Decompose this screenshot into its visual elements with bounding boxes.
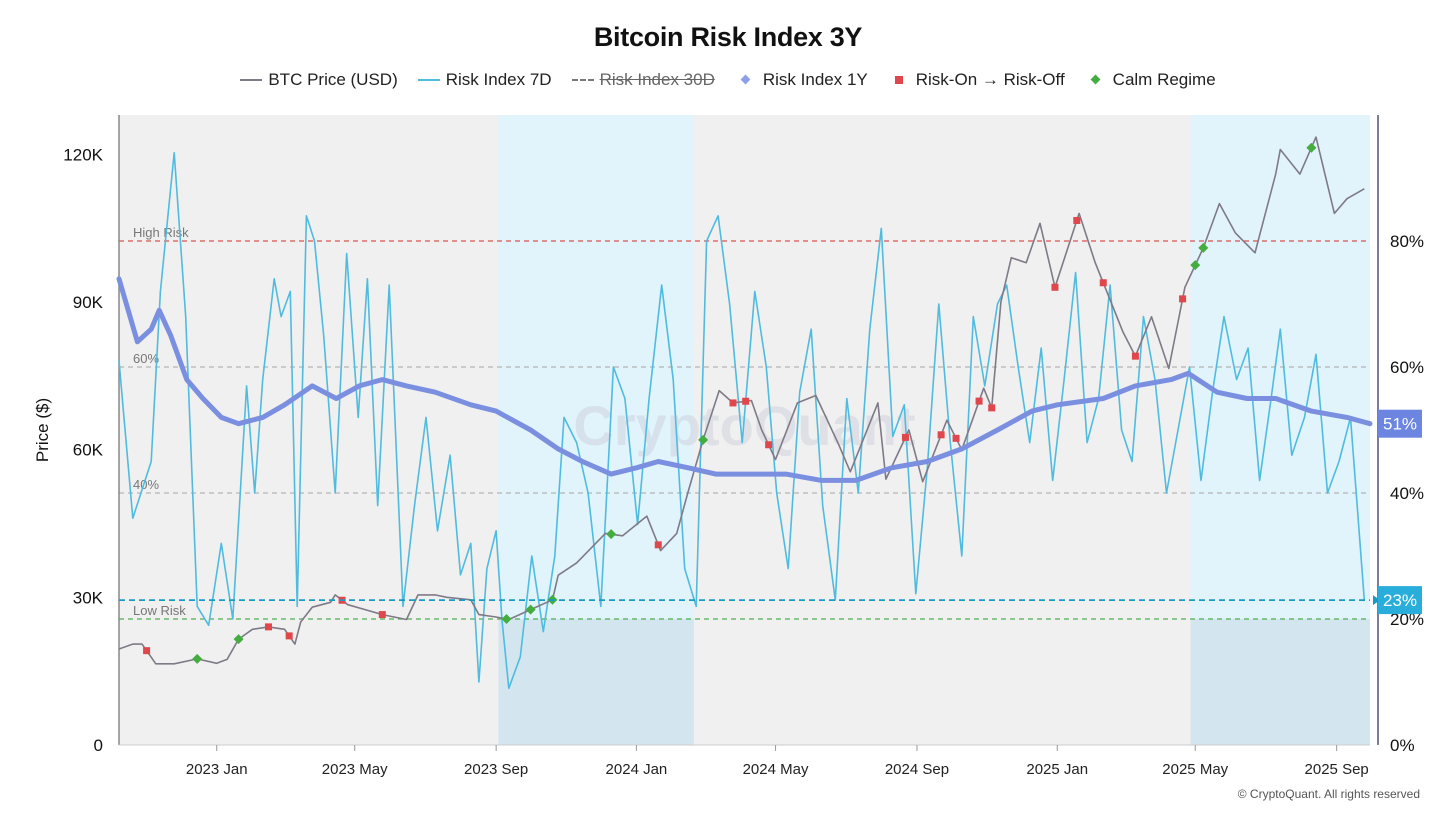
y-right-tick-label: 60% <box>1390 358 1424 377</box>
risk-off-marker <box>742 397 750 405</box>
calm-regime-marker <box>525 604 536 615</box>
chart-title: Bitcoin Risk Index 3Y <box>593 22 863 52</box>
risk-off-marker <box>729 399 737 407</box>
risk-off-marker <box>1073 216 1081 224</box>
calm-regime-marker <box>501 614 512 625</box>
x-tick-label: 2025 May <box>1162 761 1228 778</box>
risk-off-marker <box>1099 279 1107 287</box>
y-right-tick-label: 20% <box>1390 610 1424 629</box>
legend-label: Risk Index 1Y <box>762 70 868 89</box>
legend-item-risk-off[interactable]: Risk-On → Risk-Off <box>888 70 1065 90</box>
copyright-credit: © CryptoQuant. All rights reserved <box>1237 787 1420 801</box>
calm-regime-marker <box>606 529 617 540</box>
risk-off-marker <box>1051 283 1059 291</box>
y-left-tick-label: 90K <box>73 293 104 312</box>
calm-regime-marker <box>1190 260 1201 271</box>
x-tick-label: 2023 Jan <box>186 761 248 778</box>
risk-off-marker <box>988 404 996 412</box>
legend-item-risk-30d[interactable]: Risk Index 30D <box>571 70 715 90</box>
reference-line-label: 60% <box>133 351 159 366</box>
reference-line-label: 40% <box>133 477 159 492</box>
current-level-arrow <box>1373 595 1380 606</box>
reference-line-label: High Risk <box>133 225 189 240</box>
legend-square-icon <box>888 73 910 87</box>
y-left-tick-label: 60K <box>73 441 104 460</box>
risk-off-marker <box>1179 295 1187 303</box>
legend-label: Calm Regime <box>1112 70 1216 89</box>
risk-off-marker <box>765 441 773 449</box>
calm-regime-marker <box>1306 142 1317 153</box>
series-line-risk-7d <box>118 152 1366 690</box>
series-line-btc-price <box>118 136 1365 665</box>
risk-off-marker <box>901 433 909 441</box>
legend-label: Risk-On → Risk-Off <box>915 70 1065 89</box>
risk-off-marker <box>1131 352 1139 360</box>
legend-item-btc-price[interactable]: BTC Price (USD) <box>240 70 398 90</box>
legend: BTC Price (USD) Risk Index 7D Risk Index… <box>0 70 1456 90</box>
legend-item-risk-7d[interactable]: Risk Index 7D <box>417 70 552 90</box>
risk-off-marker <box>937 431 945 439</box>
risk-off-marker <box>143 647 151 655</box>
calm-regime-marker <box>233 634 244 645</box>
risk-off-marker <box>378 611 386 619</box>
x-tick-label: 2025 Jan <box>1026 761 1088 778</box>
y-right-tick-label: 80% <box>1390 232 1424 251</box>
legend-label: Risk Index 30D <box>599 70 715 89</box>
current-value-label: 23% <box>1383 591 1417 610</box>
current-value-badge <box>1378 586 1422 615</box>
series-line-risk-1y <box>116 276 1373 483</box>
calm-regime-marker <box>1198 242 1209 253</box>
x-tick-label: 2025 Sep <box>1305 761 1369 778</box>
y-axis-label: Price ($) <box>33 398 52 462</box>
legend-line-icon <box>240 73 263 87</box>
shaded-region-lower <box>1190 619 1370 745</box>
risk-off-marker <box>952 434 960 442</box>
legend-diamond-icon <box>1085 73 1107 87</box>
calm-regime-marker <box>192 653 203 664</box>
y-right-tick-label: 0% <box>1390 736 1415 755</box>
legend-label: Risk Index 7D <box>445 70 552 89</box>
risk-off-marker <box>285 632 293 640</box>
legend-label: BTC Price (USD) <box>268 70 398 89</box>
x-tick-label: 2024 May <box>743 761 809 778</box>
x-tick-label: 2024 Jan <box>606 761 668 778</box>
legend-item-risk-1y[interactable]: Risk Index 1Y <box>735 70 868 90</box>
risk-off-marker <box>264 623 272 631</box>
x-tick-label: 2023 Sep <box>464 761 528 778</box>
current-value-label: 51% <box>1383 415 1417 434</box>
x-tick-label: 2024 Sep <box>885 761 949 778</box>
legend-line-icon <box>417 73 440 87</box>
legend-diamond-icon <box>735 73 757 87</box>
plot-background <box>119 115 1370 745</box>
shaded-region-lower <box>498 619 694 745</box>
risk-off-marker <box>654 541 662 549</box>
current-value-badge <box>1378 409 1422 438</box>
y-right-tick-label: 40% <box>1390 484 1424 503</box>
calm-regime-marker <box>698 434 709 445</box>
y-left-tick-label: 0 <box>94 736 103 755</box>
reference-line-label: Low Risk <box>133 603 186 618</box>
x-tick-label: 2023 May <box>322 761 388 778</box>
y-left-tick-label: 30K <box>73 588 104 607</box>
legend-item-calm-regime[interactable]: Calm Regime <box>1085 70 1216 90</box>
legend-dash-icon <box>571 73 594 87</box>
y-left-tick-label: 120K <box>63 145 103 164</box>
risk-off-marker <box>975 397 983 405</box>
